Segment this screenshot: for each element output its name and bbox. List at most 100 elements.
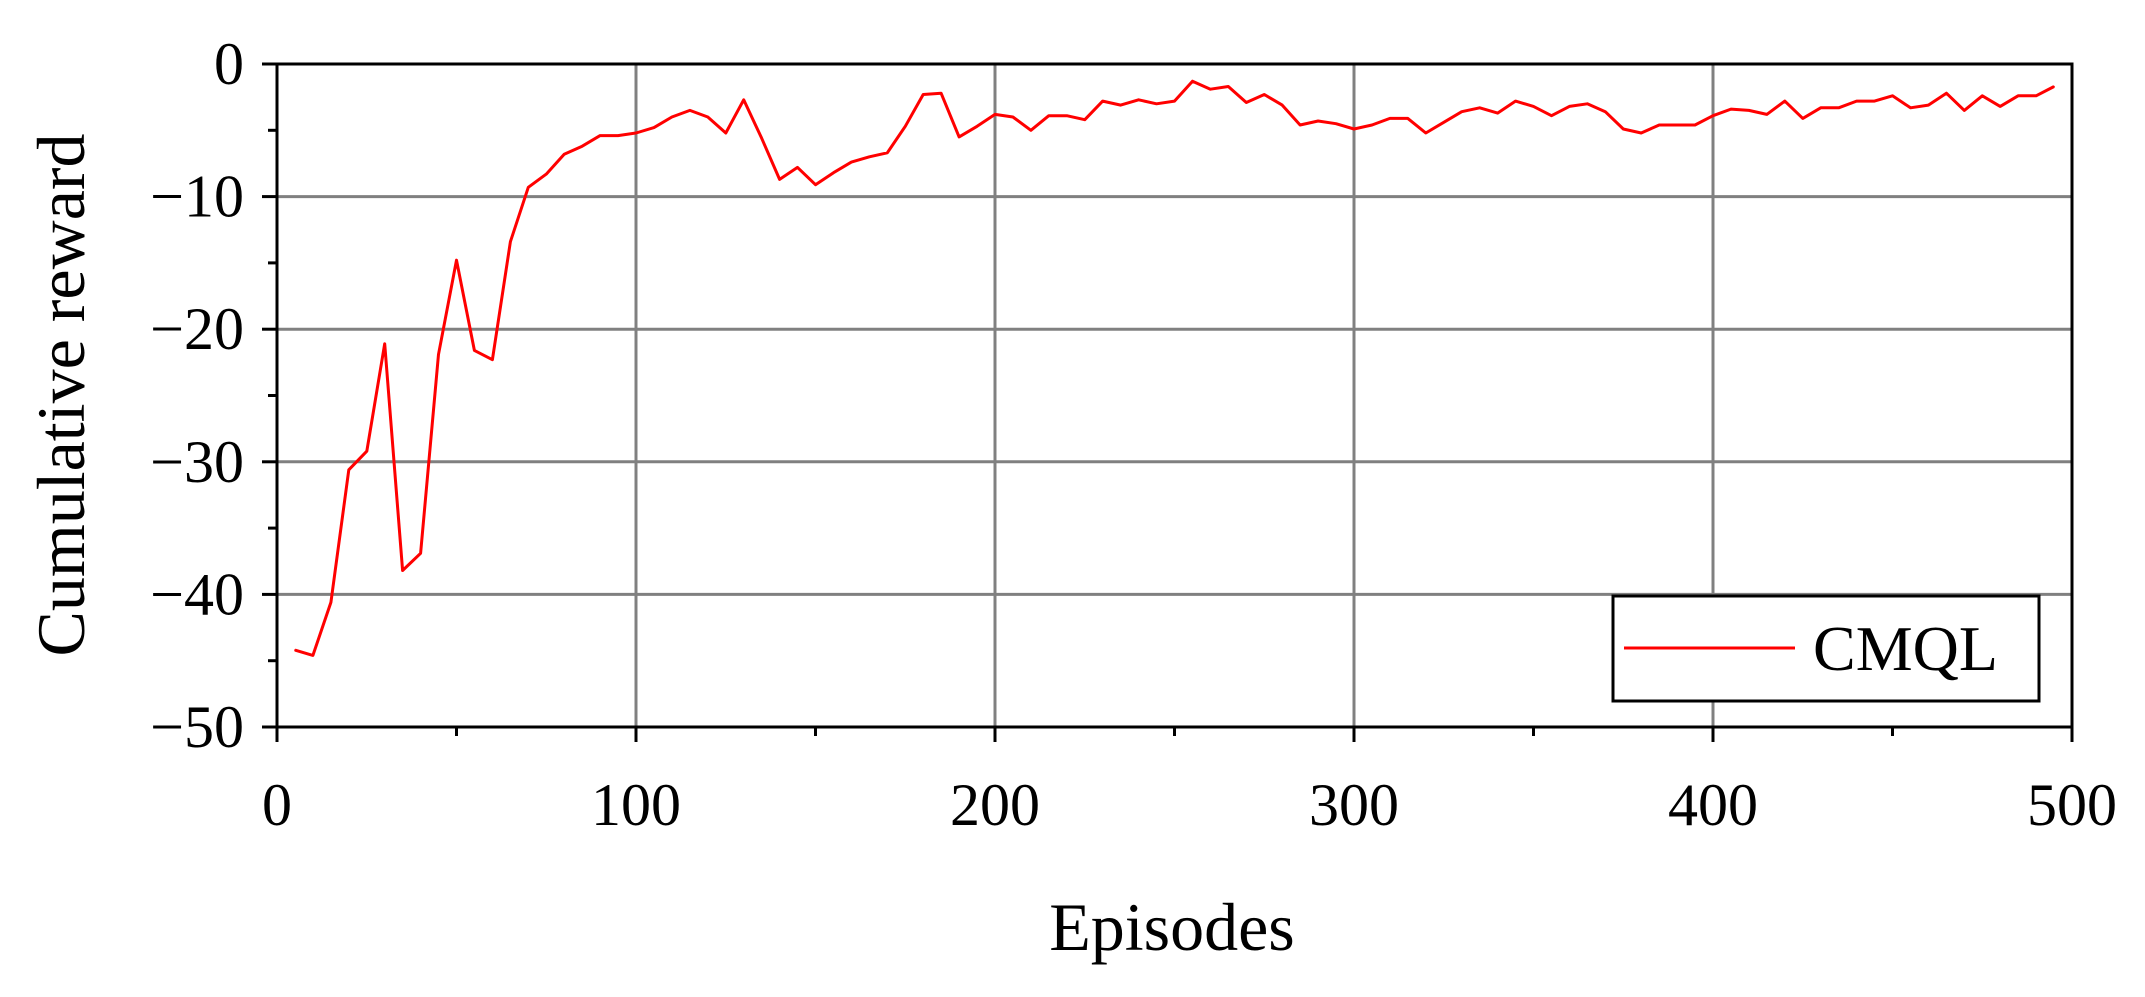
- data-point: [1371, 124, 1373, 126]
- data-point: [1155, 102, 1158, 105]
- data-point: [491, 358, 494, 361]
- data-point: [563, 153, 565, 155]
- x-tick-label: 0: [262, 772, 292, 838]
- legend: CMQL: [1611, 594, 2041, 703]
- data-point: [1622, 128, 1625, 130]
- data-point: [2053, 85, 2055, 88]
- data-point: [689, 109, 691, 112]
- data-point: [1981, 95, 1984, 97]
- data-point: [724, 132, 727, 134]
- data-point: [1963, 109, 1966, 112]
- data-point: [850, 161, 853, 163]
- data-point: [1137, 99, 1140, 101]
- data-point: [581, 145, 583, 148]
- data-point: [1227, 85, 1230, 88]
- data-point: [1407, 117, 1409, 120]
- data-point: [1909, 106, 1912, 109]
- x-tick-label: 400: [1668, 772, 1758, 838]
- data-point: [742, 99, 745, 101]
- data-point: [886, 152, 889, 154]
- data-point: [832, 171, 835, 174]
- data-point: [1048, 114, 1050, 117]
- x-tick-label: 300: [1309, 772, 1399, 838]
- y-tick-label: −50: [150, 694, 244, 760]
- data-point: [527, 186, 530, 189]
- data-point: [994, 113, 996, 116]
- y-axis-title: Cumulative reward: [23, 133, 99, 656]
- data-point: [1263, 93, 1266, 96]
- data-point: [760, 137, 763, 140]
- data-point: [1730, 108, 1732, 110]
- data-point: [671, 116, 673, 118]
- y-tick-label: −20: [150, 296, 244, 362]
- data-point: [455, 259, 458, 262]
- data-point: [1317, 120, 1319, 122]
- data-point: [1766, 113, 1768, 116]
- data-point: [383, 342, 386, 345]
- data-point: [1784, 100, 1786, 102]
- data-point: [312, 654, 314, 657]
- data-point: [1496, 112, 1499, 114]
- y-tick-label: 0: [214, 31, 244, 97]
- data-point: [635, 132, 637, 134]
- data-point: [1550, 114, 1553, 117]
- data-point: [922, 93, 924, 96]
- data-point: [617, 134, 619, 137]
- x-tick-labels: 0 100 200 300 400 500: [262, 772, 2117, 838]
- data-point: [1927, 104, 1930, 106]
- data-point: [1101, 100, 1104, 102]
- data-point: [1389, 117, 1391, 120]
- data-point: [419, 552, 422, 555]
- data-point: [1514, 100, 1517, 102]
- data-point: [365, 450, 368, 452]
- data-point: [1245, 101, 1248, 104]
- data-point: [1568, 105, 1571, 108]
- data-point: [1083, 118, 1086, 121]
- data-point: [1478, 106, 1481, 109]
- data-point: [1532, 105, 1535, 108]
- data-point: [1676, 124, 1678, 126]
- data-point: [1712, 114, 1714, 117]
- data-point: [401, 569, 404, 572]
- data-point: [1299, 124, 1301, 126]
- x-tick-label: 500: [2027, 772, 2117, 838]
- data-point: [1819, 106, 1822, 109]
- data-point: [958, 136, 960, 138]
- data-point: [599, 134, 601, 137]
- data-point: [1066, 114, 1068, 117]
- y-tick-labels: 0 −10 −20 −30 −40 −50: [150, 31, 244, 760]
- data-point: [1030, 129, 1032, 132]
- gridlines: [277, 64, 2072, 727]
- y-tick-label: −30: [150, 429, 244, 495]
- data-point: [814, 183, 817, 186]
- data-point: [1353, 128, 1355, 130]
- series-layer: [294, 79, 2055, 657]
- data-point: [1801, 117, 1804, 120]
- data-point: [796, 166, 799, 169]
- data-point: [976, 125, 978, 128]
- data-point: [1945, 92, 1948, 94]
- data-point: [1586, 102, 1589, 105]
- legend-label-cmql: CMQL: [1813, 613, 1998, 684]
- data-point: [1442, 121, 1445, 124]
- data-point: [437, 353, 440, 356]
- x-axis-title: Episodes: [1049, 889, 1295, 965]
- data-point: [2035, 95, 2037, 97]
- tick-marks: [262, 62, 2074, 742]
- data-point: [1209, 88, 1212, 90]
- data-point: [509, 240, 512, 243]
- y-tick-label: −10: [150, 164, 244, 230]
- data-point: [1999, 105, 2001, 108]
- data-point: [473, 349, 476, 352]
- data-point: [1281, 104, 1283, 106]
- data-point: [1460, 110, 1463, 113]
- data-point: [1640, 132, 1642, 134]
- data-point: [1891, 95, 1894, 97]
- data-point: [348, 468, 350, 471]
- data-point: [868, 156, 871, 158]
- data-point: [1191, 80, 1194, 83]
- data-point: [1604, 110, 1607, 113]
- data-point: [940, 92, 942, 94]
- data-point: [1335, 122, 1337, 125]
- data-point: [330, 601, 332, 604]
